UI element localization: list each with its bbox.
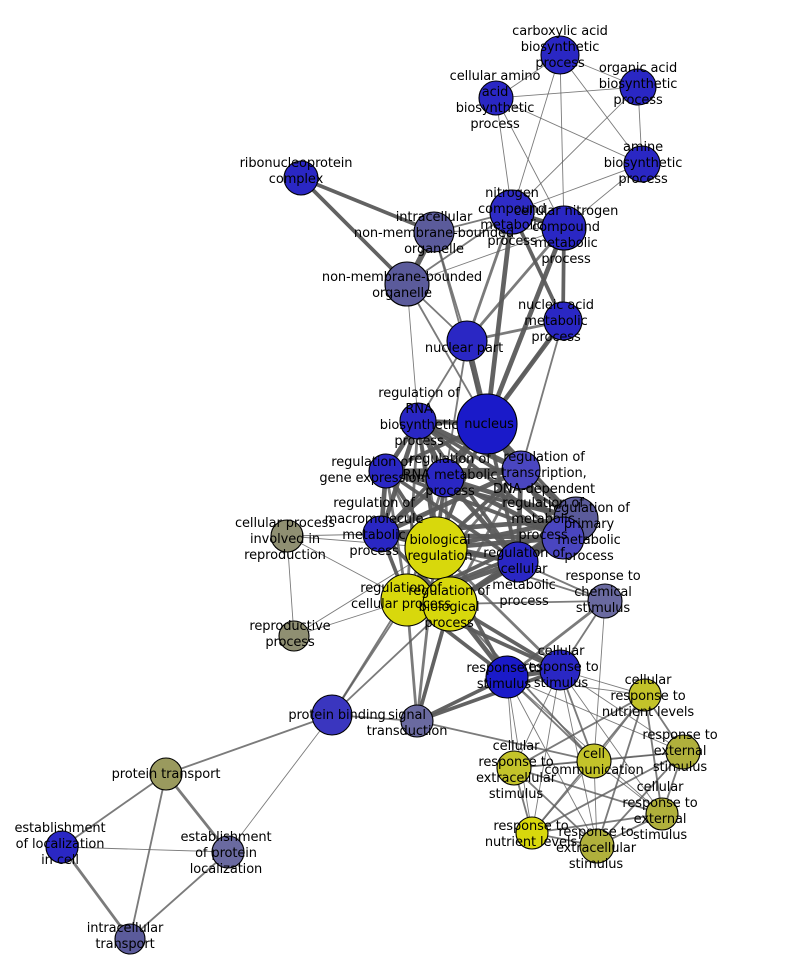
graph-node-protein_transport[interactable] xyxy=(149,757,183,791)
graph-node-regulation_of_biological_process[interactable] xyxy=(422,576,478,632)
graph-edge xyxy=(559,669,684,753)
graph-edge xyxy=(495,97,643,165)
graph-edge xyxy=(593,600,606,762)
graph-edge xyxy=(484,225,567,427)
graph-edge xyxy=(495,97,565,229)
graph-node-regulation_of_gene_expression[interactable] xyxy=(368,453,404,489)
graph-edge xyxy=(513,767,663,815)
graph-edge xyxy=(299,176,409,286)
graph-node-nucleic_acid_metabolic_process[interactable] xyxy=(543,301,583,341)
graph-node-carboxylic_acid_biosynthetic_process[interactable] xyxy=(540,35,580,75)
graph-edge xyxy=(559,54,565,229)
graph-node-response_to_external_stimulus[interactable] xyxy=(665,734,701,770)
graph-edge xyxy=(129,851,229,940)
graph-edge xyxy=(416,720,595,762)
graph-node-cellular_amino_acid_biosynthetic_process[interactable] xyxy=(478,80,514,116)
graph-node-ribonucleoprotein_complex[interactable] xyxy=(283,160,319,196)
graph-node-nucleus[interactable] xyxy=(456,393,518,455)
graph-edge xyxy=(227,714,333,853)
graph-edge xyxy=(164,772,230,854)
graph-node-amine_biosynthetic_process[interactable] xyxy=(623,145,661,183)
graph-node-regulation_of_transcription_dna_dependent[interactable] xyxy=(501,450,541,490)
graph-node-cellular_response_to_external_stimulus[interactable] xyxy=(645,797,679,831)
graph-node-regulation_of_macromolecule_metabolic_process[interactable] xyxy=(362,515,400,553)
graph-node-reproductive_process[interactable] xyxy=(278,620,310,652)
graph-edge xyxy=(129,773,167,940)
graph-edge xyxy=(444,340,468,479)
graph-node-regulation_of_rna_metabolic_process[interactable] xyxy=(425,458,465,498)
graph-edge xyxy=(442,475,579,522)
graph-edge xyxy=(513,694,646,769)
graph-node-cellular_response_to_extracellular_stimulus[interactable] xyxy=(496,750,532,786)
graph-edge xyxy=(531,813,663,834)
graph-node-cellular_nitrogen_compound_metabolic_process[interactable] xyxy=(541,205,587,251)
graph-edge xyxy=(506,676,684,753)
nodes-group xyxy=(45,35,701,955)
graph-edge xyxy=(415,668,562,723)
graph-edge xyxy=(60,845,132,941)
graph-edge xyxy=(61,773,167,848)
graph-edge xyxy=(511,54,561,213)
graph-edge xyxy=(513,767,598,847)
graph-node-response_to_extracellular_stimulus[interactable] xyxy=(579,828,615,864)
graph-node-signal_transduction[interactable] xyxy=(400,704,434,738)
graph-edge xyxy=(465,226,566,343)
graph-edge xyxy=(299,176,436,234)
graph-node-response_to_chemical_stimulus[interactable] xyxy=(587,583,623,619)
graph-edge xyxy=(596,694,646,847)
graph-edge xyxy=(559,54,643,165)
graph-node-response_to_nutrient_levels[interactable] xyxy=(515,816,549,850)
graph-edge xyxy=(416,419,565,540)
graph-node-response_to_stimulus[interactable] xyxy=(485,655,529,699)
graph-edge xyxy=(520,320,564,471)
graph-edge xyxy=(384,469,520,564)
graph-node-establishment_of_protein_localization[interactable] xyxy=(211,835,245,869)
graph-node-protein_binding[interactable] xyxy=(311,694,353,736)
graph-edge xyxy=(61,846,229,853)
graph-edge xyxy=(406,227,565,285)
graph-edge xyxy=(511,163,643,213)
graph-edge xyxy=(559,669,663,815)
graph-node-biological_regulation[interactable] xyxy=(404,516,468,580)
graph-node-cell_communication[interactable] xyxy=(576,743,612,779)
graph-node-regulation_of_cellular_metabolic_process[interactable] xyxy=(497,541,539,583)
graph-edge xyxy=(531,669,561,834)
edges-group xyxy=(60,54,684,941)
graph-edge xyxy=(531,751,684,834)
graph-edge xyxy=(406,283,419,422)
graph-node-non_membrane_bounded_organelle[interactable] xyxy=(384,261,430,307)
graph-edge xyxy=(378,467,524,537)
graph-node-cellular_response_to_stimulus[interactable] xyxy=(539,649,581,691)
graph-edge xyxy=(511,86,639,213)
graph-node-regulation_of_rna_biosynthetic_process[interactable] xyxy=(399,402,437,440)
graph-node-establishment_of_localization_in_cell[interactable] xyxy=(45,830,79,864)
graph-node-regulation_of_primary_metabolic_process[interactable] xyxy=(541,516,585,560)
graph-node-intracellular_non_membrane_bounded_organelle[interactable] xyxy=(413,211,455,253)
graph-edge xyxy=(506,676,663,815)
graph-edge xyxy=(465,210,514,343)
graph-node-organic_acid_biosynthetic_process[interactable] xyxy=(619,68,657,106)
graph-edge xyxy=(506,676,598,847)
graph-node-intracellular_transport[interactable] xyxy=(114,923,146,955)
graph-node-nuclear_part[interactable] xyxy=(446,320,488,362)
graph-node-cellular_response_to_nutrient_levels[interactable] xyxy=(628,678,662,712)
graph-node-cellular_process_involved_in_reproduction[interactable] xyxy=(270,519,304,553)
graph-edge xyxy=(165,714,333,775)
graph-edge xyxy=(596,751,684,847)
graph-node-nitrogen_compound_metabolic_process[interactable] xyxy=(489,189,535,235)
graph-edge xyxy=(484,209,515,427)
graph-edge xyxy=(286,535,295,637)
graph-edge xyxy=(495,86,639,99)
